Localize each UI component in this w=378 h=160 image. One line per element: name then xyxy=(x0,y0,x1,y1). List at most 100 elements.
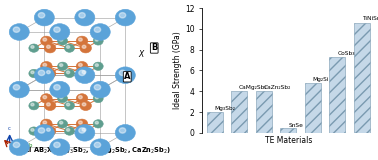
Text: A: A xyxy=(124,72,130,81)
Circle shape xyxy=(40,36,52,46)
Text: CoSb₃: CoSb₃ xyxy=(337,51,355,56)
Circle shape xyxy=(44,101,56,111)
Circle shape xyxy=(67,129,70,131)
Circle shape xyxy=(40,61,52,71)
Circle shape xyxy=(50,24,70,40)
Circle shape xyxy=(34,67,54,84)
Text: X: X xyxy=(138,50,143,59)
Circle shape xyxy=(54,85,60,90)
Circle shape xyxy=(80,69,91,78)
Circle shape xyxy=(79,96,82,99)
Circle shape xyxy=(82,45,86,48)
Circle shape xyxy=(119,128,126,133)
Circle shape xyxy=(65,44,74,52)
Circle shape xyxy=(76,94,88,103)
Text: Zintl AB$_2$X$_2$(Mg$_3$Sb$_2$, CaMg$_2$Sb$_2$, CaZn$_2$Sb$_2$): Zintl AB$_2$X$_2$(Mg$_3$Sb$_2$, CaMg$_2$… xyxy=(14,146,171,156)
Circle shape xyxy=(60,121,63,124)
Circle shape xyxy=(38,13,45,18)
Circle shape xyxy=(76,61,88,71)
Circle shape xyxy=(31,71,34,74)
Circle shape xyxy=(50,81,70,98)
Circle shape xyxy=(31,103,34,106)
Circle shape xyxy=(43,38,46,41)
Circle shape xyxy=(40,119,52,129)
Circle shape xyxy=(94,85,101,90)
Circle shape xyxy=(82,71,86,74)
Circle shape xyxy=(38,128,45,133)
Circle shape xyxy=(115,9,135,26)
Circle shape xyxy=(94,142,101,148)
Circle shape xyxy=(65,127,74,135)
Circle shape xyxy=(54,142,60,148)
Text: SnSe: SnSe xyxy=(288,123,303,128)
Circle shape xyxy=(115,67,135,84)
Circle shape xyxy=(79,38,82,41)
Circle shape xyxy=(44,126,56,136)
Circle shape xyxy=(90,81,110,98)
Circle shape xyxy=(46,71,50,74)
Circle shape xyxy=(67,46,70,48)
Circle shape xyxy=(9,24,29,40)
Circle shape xyxy=(13,85,20,90)
Circle shape xyxy=(95,96,98,99)
Circle shape xyxy=(9,139,29,156)
Text: TiNiSn: TiNiSn xyxy=(362,16,378,21)
Circle shape xyxy=(76,36,88,46)
Circle shape xyxy=(80,126,91,136)
Bar xyxy=(329,57,345,133)
Circle shape xyxy=(75,9,95,26)
Circle shape xyxy=(93,94,103,103)
Circle shape xyxy=(44,43,56,53)
Circle shape xyxy=(76,119,88,129)
Circle shape xyxy=(57,120,68,128)
Circle shape xyxy=(44,69,56,78)
Circle shape xyxy=(50,139,70,156)
Circle shape xyxy=(29,44,39,52)
Circle shape xyxy=(82,128,86,131)
Bar xyxy=(206,112,223,133)
Circle shape xyxy=(46,45,50,48)
Circle shape xyxy=(65,102,74,110)
Circle shape xyxy=(93,37,103,45)
Circle shape xyxy=(90,24,110,40)
Text: b: b xyxy=(29,143,33,148)
Circle shape xyxy=(119,70,126,76)
Circle shape xyxy=(67,71,70,74)
Circle shape xyxy=(75,124,95,141)
Circle shape xyxy=(93,62,103,70)
Circle shape xyxy=(60,96,63,99)
Circle shape xyxy=(34,124,54,141)
Circle shape xyxy=(29,69,39,78)
Circle shape xyxy=(90,139,110,156)
Circle shape xyxy=(60,38,63,41)
Text: CaZn₂Sb₂: CaZn₂Sb₂ xyxy=(263,85,291,90)
Circle shape xyxy=(29,127,39,135)
Circle shape xyxy=(82,103,86,106)
Circle shape xyxy=(54,27,60,32)
Circle shape xyxy=(57,94,68,103)
Circle shape xyxy=(57,37,68,45)
Circle shape xyxy=(75,67,95,84)
Circle shape xyxy=(115,124,135,141)
Circle shape xyxy=(80,43,91,53)
Circle shape xyxy=(79,13,85,18)
Circle shape xyxy=(60,64,63,66)
Circle shape xyxy=(34,9,54,26)
Circle shape xyxy=(46,128,50,131)
Y-axis label: Ideal Strength (GPa): Ideal Strength (GPa) xyxy=(173,32,182,109)
Bar xyxy=(256,91,272,133)
Circle shape xyxy=(65,69,74,78)
Circle shape xyxy=(9,81,29,98)
Circle shape xyxy=(29,102,39,110)
Text: c: c xyxy=(8,126,11,131)
Circle shape xyxy=(95,121,98,124)
Circle shape xyxy=(38,70,45,76)
Circle shape xyxy=(43,121,46,124)
Text: B: B xyxy=(151,44,157,52)
Circle shape xyxy=(79,70,85,76)
Circle shape xyxy=(95,64,98,66)
Bar xyxy=(354,23,370,133)
Circle shape xyxy=(80,101,91,111)
Circle shape xyxy=(31,129,34,131)
Circle shape xyxy=(31,46,34,48)
